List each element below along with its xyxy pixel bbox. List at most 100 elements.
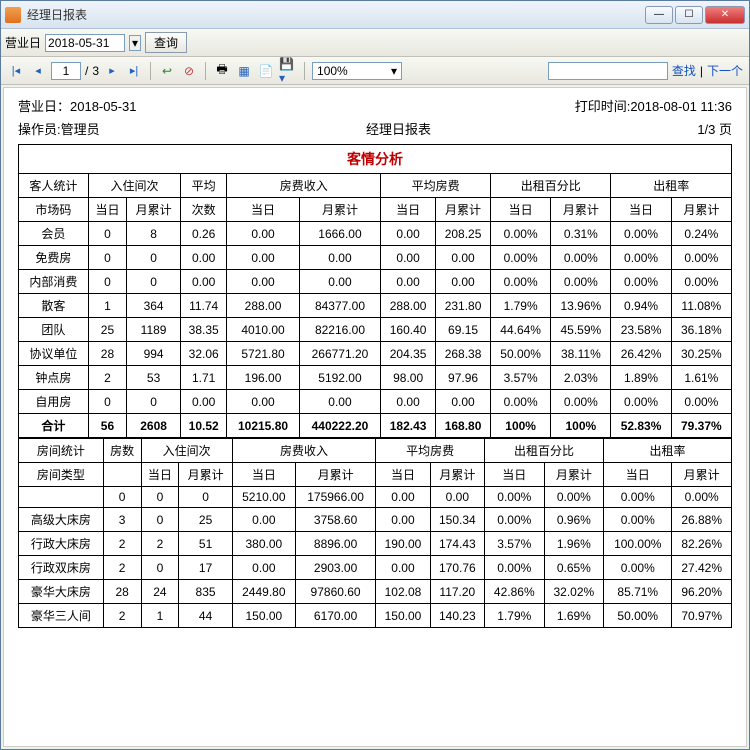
th: 房费收入 [232, 439, 376, 463]
cell: 0.00% [544, 487, 604, 508]
cell: 散客 [19, 294, 89, 318]
titlebar[interactable]: 经理日报表 — ☐ ✕ [1, 1, 749, 29]
cell: 免费房 [19, 246, 89, 270]
cell: 10215.80 [227, 414, 300, 438]
maximize-button[interactable]: ☐ [675, 6, 703, 24]
close-button[interactable]: ✕ [705, 6, 745, 24]
cell: 168.80 [436, 414, 491, 438]
report-toolbar: |◂ ◂ / 3 ▸ ▸| ↩ ⊘ 🖶 ▦ 📄 💾▾ 100%▾ 查找 | 下一… [1, 57, 749, 85]
section-title: 客情分析 [18, 144, 732, 173]
find-next-link[interactable]: 下一个 [707, 62, 743, 79]
cell: 2 [88, 366, 126, 390]
cell: 3758.60 [295, 508, 375, 532]
cell: 2 [103, 556, 141, 580]
cell: 0.00% [671, 270, 731, 294]
page-input[interactable] [51, 62, 81, 80]
bizday-dropdown-icon[interactable]: ▾ [129, 35, 141, 51]
cell: 44.64% [491, 318, 551, 342]
cell: 0.00 [381, 390, 436, 414]
th: 当日 [141, 463, 179, 487]
zoom-select[interactable]: 100%▾ [312, 62, 402, 80]
table-row: 会员080.260.001666.000.00208.250.00%0.31%0… [19, 222, 732, 246]
th: 入住间次 [141, 439, 232, 463]
th: 平均房费 [381, 174, 491, 198]
cell: 0.00 [232, 556, 295, 580]
cell: 0.65% [544, 556, 604, 580]
chevron-down-icon: ▾ [391, 64, 397, 78]
cell: 1.89% [611, 366, 671, 390]
cell: 钟点房 [19, 366, 89, 390]
cell: 8 [127, 222, 181, 246]
cell: 1.69% [544, 604, 604, 628]
find-input[interactable] [548, 62, 668, 80]
cell: 0 [141, 508, 179, 532]
last-page-icon[interactable]: ▸| [125, 62, 143, 80]
cell: 0.00 [181, 390, 227, 414]
cell: 2 [141, 532, 179, 556]
query-button[interactable]: 查询 [145, 32, 187, 53]
report-viewport[interactable]: 营业日：2018-05-31 打印时间:2018-08-01 11:36 操作员… [1, 85, 749, 749]
cell: 会员 [19, 222, 89, 246]
find-link[interactable]: 查找 [672, 62, 696, 79]
cell: 26.88% [672, 508, 732, 532]
cell: 170.76 [430, 556, 484, 580]
th: 房间类型 [19, 463, 104, 487]
cell: 0.00 [181, 246, 227, 270]
cell: 3.57% [491, 366, 551, 390]
table-row: 散客136411.74288.0084377.00288.00231.801.7… [19, 294, 732, 318]
cell: 豪华三人间 [19, 604, 104, 628]
cell: 0.00 [227, 390, 300, 414]
cell: 36.18% [671, 318, 731, 342]
cell: 1 [88, 294, 126, 318]
cell: 0.00% [611, 270, 671, 294]
table-row: 免费房000.000.000.000.000.000.00%0.00%0.00%… [19, 246, 732, 270]
export-icon[interactable]: 💾▾ [279, 62, 297, 80]
cell: 150.00 [232, 604, 295, 628]
th: 房间统计 [19, 439, 104, 463]
stop-icon[interactable]: ⊘ [180, 62, 198, 80]
table-row: 钟点房2531.71196.005192.0098.0097.963.57%2.… [19, 366, 732, 390]
cell: 24 [141, 580, 179, 604]
cell: 140.23 [430, 604, 484, 628]
cell: 0.00 [436, 390, 491, 414]
cell: 5721.80 [227, 342, 300, 366]
th: 客人统计 [19, 174, 89, 198]
cell: 0.00% [604, 487, 672, 508]
th: 当日 [88, 198, 126, 222]
cell: 52.83% [611, 414, 671, 438]
cell: 150.00 [376, 604, 430, 628]
th: 当日 [604, 463, 672, 487]
minimize-button[interactable]: — [645, 6, 673, 24]
bizday-input[interactable] [45, 34, 125, 52]
cell: 196.00 [227, 366, 300, 390]
layout-icon[interactable]: ▦ [235, 62, 253, 80]
back-icon[interactable]: ↩ [158, 62, 176, 80]
cell: 231.80 [436, 294, 491, 318]
cell: 合计 [19, 414, 89, 438]
th: 月累计 [671, 198, 731, 222]
cell: 0.96% [544, 508, 604, 532]
cell: 内部消费 [19, 270, 89, 294]
print-icon[interactable]: 🖶 [213, 62, 231, 80]
next-page-icon[interactable]: ▸ [103, 62, 121, 80]
first-page-icon[interactable]: |◂ [7, 62, 25, 80]
cell: 26.42% [611, 342, 671, 366]
cell: 380.00 [232, 532, 295, 556]
cell: 25 [88, 318, 126, 342]
cell: 0.00 [232, 508, 295, 532]
cell: 0 [127, 390, 181, 414]
table-row: 协议单位2899432.065721.80266771.20204.35268.… [19, 342, 732, 366]
page-setup-icon[interactable]: 📄 [257, 62, 275, 80]
app-icon [5, 7, 21, 23]
cell: 豪华大床房 [19, 580, 104, 604]
operator-text: 操作员:管理员 [18, 119, 100, 138]
cell: 0.00% [611, 390, 671, 414]
prev-page-icon[interactable]: ◂ [29, 62, 47, 80]
table-row: 团队25118938.354010.0082216.00160.4069.154… [19, 318, 732, 342]
separator [150, 62, 151, 80]
page-of: / [85, 64, 88, 78]
table-row: 行政大床房2251380.008896.00190.00174.433.57%1… [19, 532, 732, 556]
cell: 0.00% [611, 246, 671, 270]
cell: 0.00 [381, 246, 436, 270]
table-row: 高级大床房30250.003758.600.00150.340.00%0.96%… [19, 508, 732, 532]
